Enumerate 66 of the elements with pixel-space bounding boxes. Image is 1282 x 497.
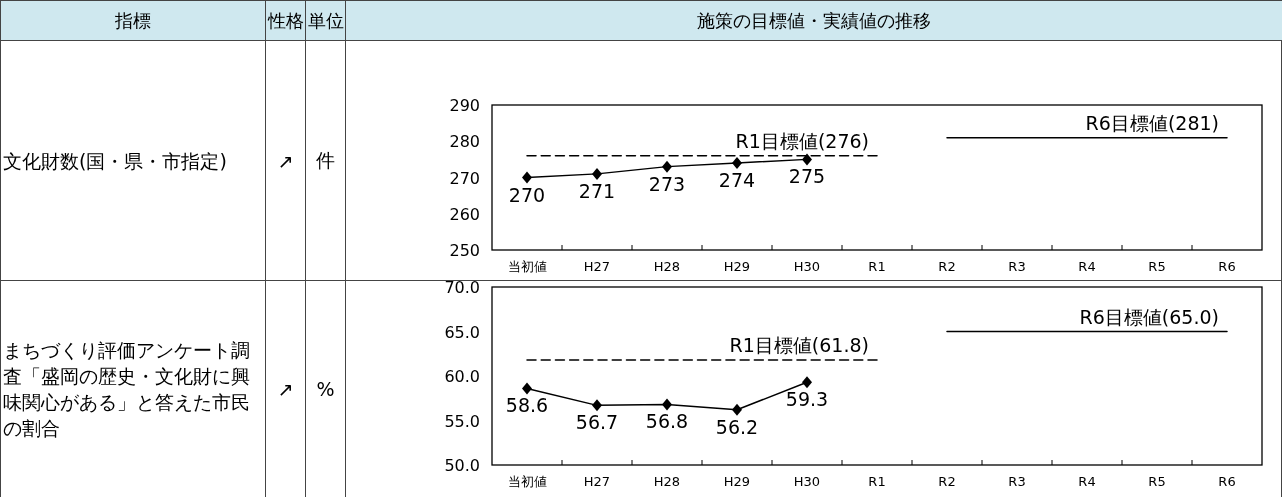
text: 件 xyxy=(316,147,335,173)
x-tick-label: H28 xyxy=(653,259,681,274)
x-tick-label: H27 xyxy=(583,474,611,489)
y-tick-label: 280 xyxy=(449,132,480,152)
y-tick-label: 55.0 xyxy=(444,411,480,431)
series-label: R1目標値(61.8) xyxy=(729,333,869,356)
y-tick-label: 50.0 xyxy=(444,456,480,475)
text: まちづくり評価アンケート調査「盛岡の歴史・文化財に興味関心がある」と答えた市民の割合 xyxy=(3,338,251,441)
x-tick-label: R1 xyxy=(868,259,886,274)
x-tick-label: H30 xyxy=(793,474,821,489)
point xyxy=(732,403,742,416)
point xyxy=(592,167,602,180)
x-tick-label: R2 xyxy=(938,259,956,274)
series-label: R1目標値(276) xyxy=(735,129,869,152)
series-label: R6目標値(281) xyxy=(1085,111,1219,134)
point xyxy=(732,157,742,169)
data-label: 273 xyxy=(648,172,686,195)
y-tick-label: 260 xyxy=(449,204,480,224)
x-tick-label: H30 xyxy=(793,259,821,274)
x-tick-label: 当初値 xyxy=(507,474,547,489)
x-tick-label: H29 xyxy=(723,474,751,489)
x-tick-label: R3 xyxy=(1008,474,1026,489)
x-tick-label: R4 xyxy=(1078,259,1096,274)
text: ↗ xyxy=(277,149,294,172)
data-label: 56.8 xyxy=(645,410,689,433)
x-tick-label: H27 xyxy=(583,259,611,274)
text: % xyxy=(316,378,335,400)
x-tick-label: R5 xyxy=(1148,259,1166,274)
y-tick-label: 270 xyxy=(449,168,480,188)
x-tick-label: R6 xyxy=(1218,474,1236,489)
data-label: 274 xyxy=(718,169,756,191)
point xyxy=(522,171,532,184)
x-tick-label: H28 xyxy=(653,474,681,489)
point xyxy=(522,382,532,395)
data-label: 59.3 xyxy=(785,388,829,411)
x-tick-label: 当初値 xyxy=(507,259,547,274)
y-tick-label: 65.0 xyxy=(444,322,480,342)
y-tick-label: 60.0 xyxy=(444,367,480,386)
data-label: 56.2 xyxy=(715,415,759,438)
point xyxy=(802,153,812,166)
point xyxy=(802,376,812,389)
text: ↗ xyxy=(277,378,294,400)
point xyxy=(662,398,672,411)
data-label: 56.7 xyxy=(575,411,619,434)
series-label: R6目標値(65.0) xyxy=(1079,305,1219,328)
data-label: 271 xyxy=(578,179,616,202)
y-tick-label: 70.0 xyxy=(444,278,480,297)
point xyxy=(662,160,672,173)
x-tick-label: R6 xyxy=(1218,259,1236,274)
x-tick-label: R1 xyxy=(868,474,886,489)
text: 性格 xyxy=(267,8,304,33)
x-tick-label: R4 xyxy=(1078,474,1096,489)
y-tick-label: 290 xyxy=(449,96,480,115)
text: 単位 xyxy=(307,8,344,33)
x-tick-label: H29 xyxy=(723,259,751,274)
x-tick-label: R2 xyxy=(938,474,956,489)
x-tick-label: R5 xyxy=(1148,474,1166,489)
data-label: 275 xyxy=(788,165,826,188)
text: 指標 xyxy=(115,8,151,33)
data-label: 270 xyxy=(508,183,546,206)
text: 施策の目標値・実績値の推移 xyxy=(697,8,931,33)
x-tick-label: R3 xyxy=(1008,259,1026,274)
data-label: 58.6 xyxy=(505,394,549,417)
point xyxy=(592,399,602,412)
y-tick-label: 250 xyxy=(449,241,480,260)
text: 文化財数(国・県・市指定) xyxy=(3,148,227,174)
